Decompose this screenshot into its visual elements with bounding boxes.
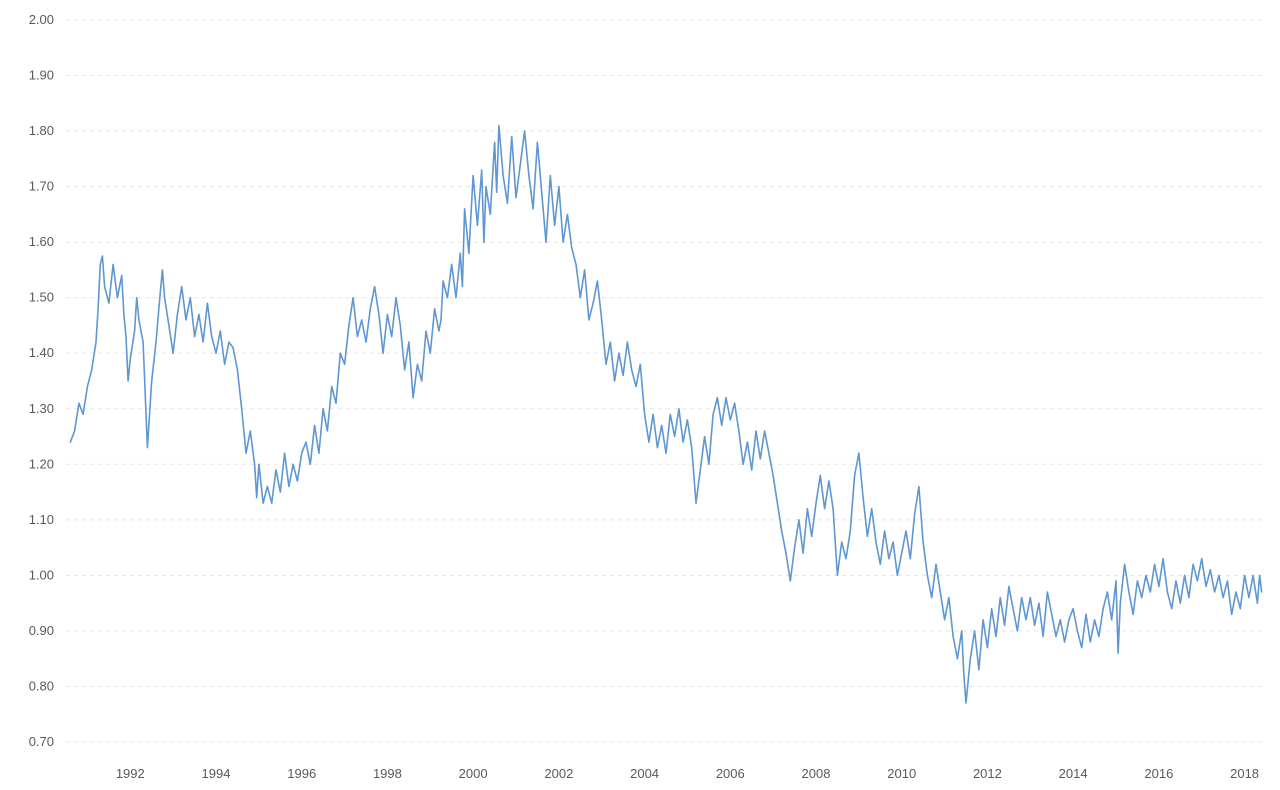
y-axis-label: 0.90 <box>29 623 54 638</box>
y-axis-label: 1.70 <box>29 179 54 194</box>
line-chart[interactable]: 0.70 0.80 0.90 1.00 1.10 1.20 1.30 1.40 1.50 1.60… <box>0 0 1280 790</box>
y-axis-label: 1.60 <box>29 234 54 249</box>
chart-container: 0.70 0.80 0.90 1.00 1.10 1.20 1.30 1.40 1.50 1.60… <box>0 0 1280 790</box>
x-axis-label: 2004 <box>630 766 659 781</box>
x-axis-label: 2006 <box>716 766 745 781</box>
y-axis-label: 1.00 <box>29 567 54 582</box>
y-axis-label: 1.80 <box>29 123 54 138</box>
x-axis-label: 1996 <box>287 766 316 781</box>
x-axis-label: 1994 <box>202 766 231 781</box>
x-axis-label: 2000 <box>459 766 488 781</box>
x-axis-label: 2012 <box>973 766 1002 781</box>
y-axis-label: 1.20 <box>29 456 54 471</box>
chart-background <box>0 0 1280 790</box>
y-axis-label: 1.10 <box>29 512 54 527</box>
y-axis-label: 1.50 <box>29 290 54 305</box>
x-axis-label: 2014 <box>1059 766 1088 781</box>
y-axis-label: 2.00 <box>29 12 54 27</box>
x-axis-label: 2002 <box>544 766 573 781</box>
x-axis-label: 2018 <box>1230 766 1259 781</box>
y-axis-label: 0.80 <box>29 678 54 693</box>
x-axis-label: 2010 <box>887 766 916 781</box>
x-axis-label: 1998 <box>373 766 402 781</box>
y-axis-label: 1.40 <box>29 345 54 360</box>
y-axis-label: 1.90 <box>29 68 54 83</box>
x-axis-label: 2008 <box>802 766 831 781</box>
y-axis-label: 1.30 <box>29 401 54 416</box>
x-axis-label: 2016 <box>1144 766 1173 781</box>
y-axis-label: 0.70 <box>29 734 54 749</box>
x-axis-label: 1992 <box>116 766 145 781</box>
